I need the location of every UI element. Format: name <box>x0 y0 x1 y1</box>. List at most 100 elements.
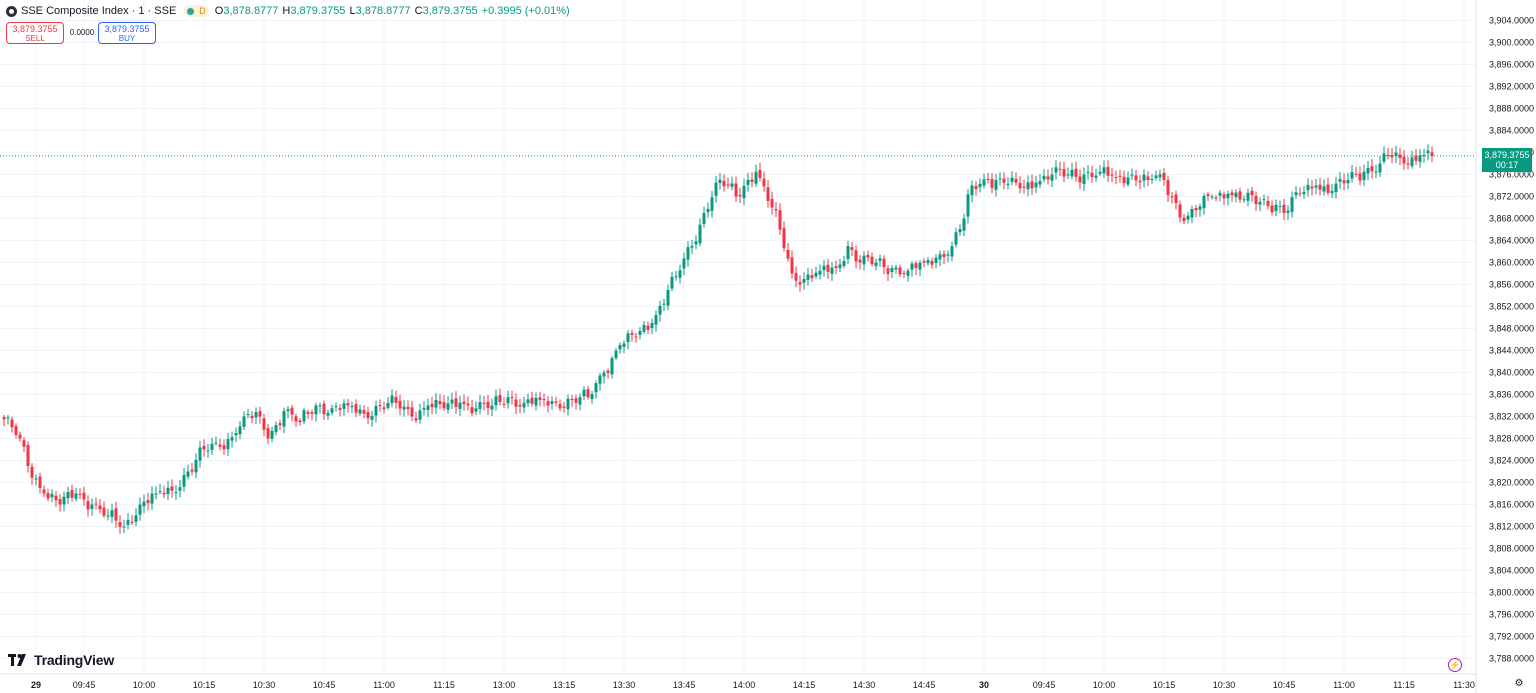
brand-name: TradingView <box>34 652 115 668</box>
lightning-icon[interactable]: ⚡ <box>1448 658 1462 672</box>
candle-body <box>314 405 318 415</box>
candle-body <box>558 404 562 409</box>
candle-body <box>286 409 290 412</box>
candle-body <box>1362 171 1366 181</box>
candle-body <box>1394 152 1398 157</box>
candle-body <box>402 406 406 410</box>
price-axis[interactable]: 3,904.0000 3,900.0000 3,896.0000 3,892.0000… <box>1489 16 1534 664</box>
candle-body <box>1294 192 1298 196</box>
candle-body <box>438 401 442 405</box>
ohlc-low-value: 3,878.8777 <box>355 5 411 17</box>
candle-body <box>794 273 798 281</box>
candle-body <box>950 246 954 257</box>
candle-body <box>346 403 350 406</box>
candle-body <box>1058 168 1062 170</box>
time-tick-label: 10:30 <box>1213 680 1236 690</box>
time-tick-label: 11:00 <box>373 680 395 690</box>
time-tick-label: 09:45 <box>1033 680 1056 690</box>
candle-body <box>454 398 458 407</box>
candle-body <box>498 395 502 403</box>
candle-body <box>1238 191 1242 200</box>
candle-body <box>1086 171 1090 173</box>
price-tick-label: 3,892.0000 <box>1489 82 1534 92</box>
candle-body <box>882 258 886 268</box>
time-tick-label: 13:00 <box>493 680 516 690</box>
candle-body <box>146 500 150 504</box>
candle-body <box>666 290 670 306</box>
candle-body <box>678 270 682 278</box>
candle-body <box>434 399 438 408</box>
candle-body <box>58 499 62 505</box>
candle-body <box>90 504 94 509</box>
candle-body <box>390 395 394 404</box>
candle-body <box>1154 175 1158 179</box>
candle-body <box>658 305 662 315</box>
candle-body <box>1366 168 1370 174</box>
ohlc-high-key: H <box>282 5 291 17</box>
candle-body <box>458 402 462 409</box>
candles <box>2 144 1434 534</box>
symbol-title[interactable]: SSE Composite Index · 1 · SSE <box>21 5 177 17</box>
time-tick-label: 14:45 <box>913 680 936 690</box>
candle-body <box>198 447 202 461</box>
candle-body <box>10 419 14 428</box>
ohlc-close-value: 3,879.3755 <box>422 5 478 17</box>
candle-body <box>1270 205 1274 213</box>
candle-body <box>142 501 146 507</box>
candle-body <box>890 268 894 273</box>
candle-body <box>1078 176 1082 183</box>
candle-body <box>1234 192 1238 198</box>
candle-body <box>1042 175 1046 180</box>
tradingview-logo[interactable]: TradingView <box>8 652 114 668</box>
candle-body <box>102 507 106 516</box>
market-status-badge[interactable]: D <box>184 5 209 17</box>
candle-body <box>630 332 634 335</box>
status-letter: D <box>199 6 206 16</box>
candle-body <box>1190 208 1194 218</box>
candle-body <box>110 510 114 517</box>
candle-body <box>722 180 726 187</box>
candle-body <box>366 411 370 419</box>
ohlc-close-key: C <box>414 5 423 17</box>
candle-body <box>354 404 358 413</box>
tradingview-logo-icon <box>8 654 26 666</box>
candle-body <box>762 178 766 187</box>
candle-body <box>962 218 966 231</box>
candle-body <box>878 258 882 261</box>
candle-body <box>730 183 734 187</box>
candle-body <box>502 403 506 405</box>
time-tick-label: 11:15 <box>1393 680 1415 690</box>
candle-body <box>218 444 222 447</box>
candle-body <box>1118 175 1122 177</box>
candle-body <box>674 276 678 278</box>
candle-body <box>118 522 122 527</box>
candle-body <box>566 398 570 410</box>
candle-body <box>894 267 898 270</box>
candle-body <box>1002 178 1006 183</box>
price-tick-label: 3,808.0000 <box>1489 544 1534 554</box>
candle-body <box>342 403 346 409</box>
candle-body <box>490 405 494 410</box>
candle-body <box>1318 184 1322 190</box>
candle-body <box>1226 193 1230 199</box>
candle-body <box>834 266 838 268</box>
sell-button[interactable]: 3,879.3755 SELL <box>6 22 64 44</box>
price-tick-label: 3,860.0000 <box>1489 258 1534 268</box>
candle-body <box>1314 185 1318 188</box>
candle-body <box>922 261 926 263</box>
candle-body <box>18 434 22 439</box>
candle-body <box>246 414 250 416</box>
gear-icon[interactable]: ⚙ <box>1514 678 1524 689</box>
time-axis[interactable]: 29 09:45 10:00 10:15 10:30 10:45 11:00 11:15 13:… <box>31 680 1475 690</box>
candle-body <box>1074 168 1078 177</box>
candle-body <box>1166 180 1170 196</box>
candle-body <box>62 496 66 505</box>
candle-body <box>1134 175 1138 181</box>
candle-body <box>638 330 642 335</box>
candle-body <box>1018 182 1022 189</box>
candle-body <box>1402 156 1406 164</box>
price-tick-label: 3,796.0000 <box>1489 610 1534 620</box>
buy-button[interactable]: 3,879.3755 BUY <box>98 22 156 44</box>
candle-body <box>586 389 590 398</box>
